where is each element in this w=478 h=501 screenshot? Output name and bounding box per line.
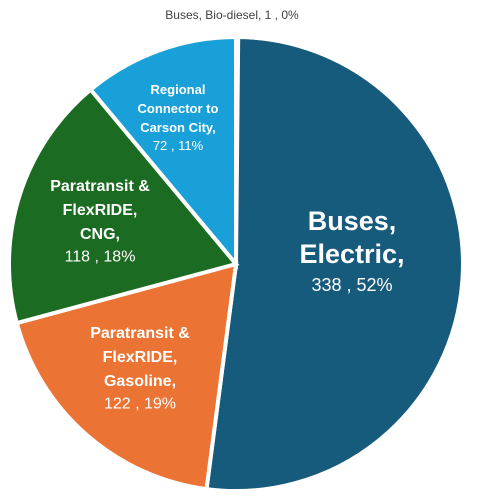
pie-slice-4	[87, 34, 238, 270]
slice-label-name: Buses,	[308, 206, 397, 236]
slice-label-2: Paratransit & FlexRIDE, Gasoline, 122 , 19%	[90, 325, 190, 412]
slice-label-name: Paratransit &	[90, 325, 190, 342]
pie-slice-3	[7, 86, 240, 326]
slice-label-3: Paratransit & FlexRIDE, CNG, 118 , 18%	[50, 178, 150, 265]
slice-label-name: Electric,	[299, 239, 404, 269]
slice-label-name: Carson City,	[140, 120, 216, 135]
pie-slice-1	[204, 34, 465, 493]
slice-label-name: Connector to	[138, 101, 219, 116]
slice-label-name: Buses, Bio-diesel,	[165, 8, 264, 22]
slice-label-value: 1 , 0%	[265, 8, 299, 22]
slice-label-4: Regional Connector to Carson City, 72 , 11%	[138, 82, 219, 153]
slice-label-value: 72 , 11%	[153, 138, 204, 153]
slice-label-0: Buses, Bio-diesel, 1 , 0%	[165, 8, 299, 22]
slice-label-value: 338 , 52%	[311, 275, 392, 295]
pie-slice-2	[14, 261, 239, 492]
slice-label-name: CNG,	[80, 226, 120, 243]
slice-label-name: Gasoline,	[104, 373, 176, 390]
slice-label-name: FlexRIDE,	[63, 202, 138, 219]
slice-label-name: Regional	[151, 82, 206, 97]
pie-labels: Buses, Bio-diesel, 1 , 0% Buses, Electric,…	[50, 8, 404, 412]
slice-label-value: 118 , 18%	[65, 248, 136, 265]
pie-slices	[7, 34, 465, 493]
slice-label-name: Paratransit &	[50, 178, 150, 195]
slice-label-value: 122 , 19%	[104, 395, 176, 412]
slice-label-name: FlexRIDE,	[103, 349, 178, 366]
slice-label-1: Buses, Electric, 338 , 52%	[299, 206, 404, 295]
